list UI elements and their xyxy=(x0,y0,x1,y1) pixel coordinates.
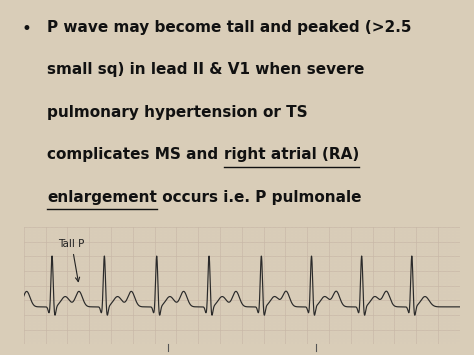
Text: occurs i.e. P pulmonale: occurs i.e. P pulmonale xyxy=(157,190,362,205)
Text: •: • xyxy=(21,20,31,38)
Text: right atrial (RA): right atrial (RA) xyxy=(224,147,359,162)
Text: pulmonary hypertension or TS: pulmonary hypertension or TS xyxy=(47,105,308,120)
Text: Tall P: Tall P xyxy=(58,239,85,282)
Text: small sq) in lead II & V1 when severe: small sq) in lead II & V1 when severe xyxy=(47,62,365,77)
Text: enlargement: enlargement xyxy=(47,190,157,205)
Text: P wave may become tall and peaked (>2.5: P wave may become tall and peaked (>2.5 xyxy=(47,20,412,34)
Text: complicates MS and: complicates MS and xyxy=(47,147,224,162)
